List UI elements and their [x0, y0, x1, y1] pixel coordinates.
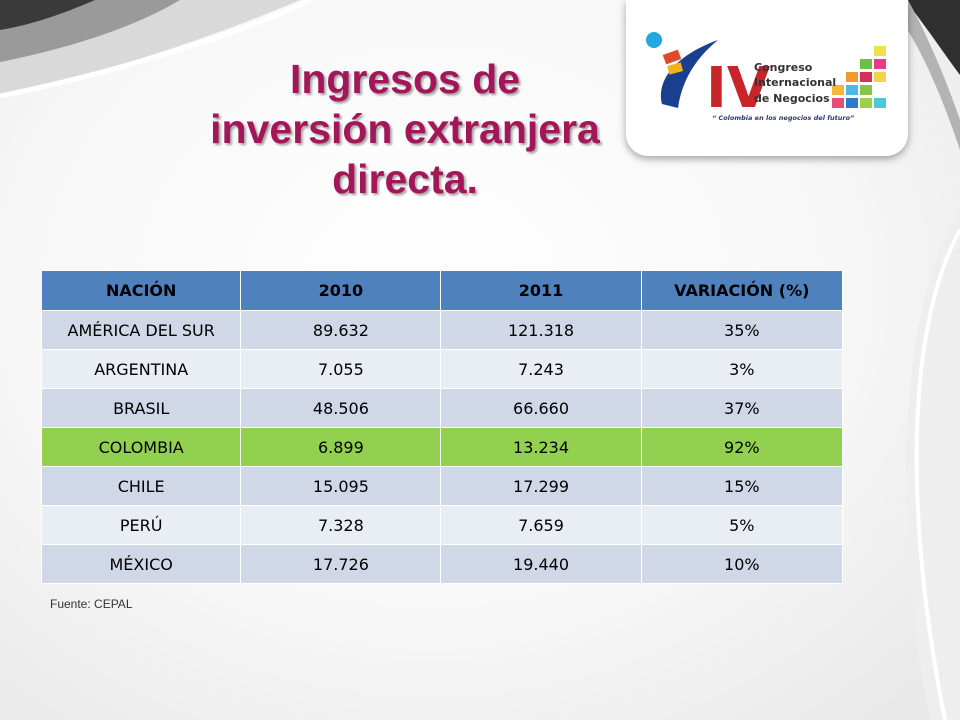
table-row: BRASIL 48.506 66.660 37% [40, 388, 844, 428]
logo-square [874, 98, 886, 108]
table-cell: 13.234 [440, 427, 642, 467]
title-line: Ingresos de [289, 56, 521, 102]
table-row-highlighted: COLOMBIA 6.899 13.234 92% [40, 427, 844, 467]
logo-motto: “ Colombia en los negocios del futuro” [712, 114, 855, 122]
table-cell: ARGENTINA [40, 349, 242, 389]
table-cell: 48.506 [240, 388, 442, 428]
table-cell: 7.328 [240, 505, 442, 545]
table-cell: PERÚ [40, 505, 242, 545]
swoosh-white-line [0, 0, 312, 99]
table-row: PERÚ 7.328 7.659 5% [40, 505, 844, 545]
logo-square [846, 98, 858, 108]
logo-text-line: Internacional [754, 76, 837, 89]
column-header: NACIÓN [40, 270, 242, 311]
table-row: MÉXICO 17.726 19.440 10% [40, 544, 844, 584]
source-note: Fuente: CEPAL [50, 597, 133, 611]
logo-text-line: Congreso [754, 61, 813, 74]
logo-dot-icon [646, 32, 662, 48]
table-cell: BRASIL [40, 388, 242, 428]
table-cell: 7.055 [240, 349, 442, 389]
congress-logo: IV Congreso Internacional de Negocios “ … [626, 0, 908, 156]
table-row: CHILE 15.095 17.299 15% [40, 466, 844, 506]
table-cell: 121.318 [440, 310, 642, 350]
table-cell: 37% [640, 388, 844, 428]
swoosh-right-light [900, 0, 960, 150]
table-cell: 92% [640, 427, 844, 467]
table-cell: CHILE [40, 466, 242, 506]
fdi-table: NACIÓN 2010 2011 VARIACIÓN (%) AMÉRICA D… [40, 270, 844, 584]
table-cell: 3% [640, 349, 844, 389]
table-cell: 5% [640, 505, 844, 545]
logo-square [860, 85, 872, 95]
congress-logo-graphic: IV [646, 32, 886, 121]
table-cell: 66.660 [440, 388, 642, 428]
logo-square [874, 72, 886, 82]
column-header: 2011 [440, 270, 642, 311]
table-cell: 15% [640, 466, 844, 506]
logo-book-icon [662, 49, 682, 65]
column-header: VARIACIÓN (%) [640, 270, 844, 311]
column-header: 2010 [240, 270, 442, 311]
table-row: ARGENTINA 7.055 7.243 3% [40, 349, 844, 389]
logo-square [832, 98, 844, 108]
table-cell: 15.095 [240, 466, 442, 506]
logo-square [832, 85, 844, 95]
swoosh-right-faint [906, 210, 960, 720]
table-cell: COLOMBIA [40, 427, 242, 467]
slide-title: Ingresos de inversión extranjera directa… [170, 54, 640, 204]
table-cell: 17.726 [240, 544, 442, 584]
logo-book-icon [667, 62, 684, 75]
swoosh-right-white-line [914, 229, 960, 720]
table-cell: 19.440 [440, 544, 642, 584]
logo-square [874, 59, 886, 69]
logo-square [846, 85, 858, 95]
table-cell: 89.632 [240, 310, 442, 350]
logo-numeral: IV [706, 56, 771, 121]
table-cell: 35% [640, 310, 844, 350]
table-cell: 7.659 [440, 505, 642, 545]
logo-square [860, 72, 872, 82]
logo-square [874, 46, 886, 56]
logo-square [860, 59, 872, 69]
title-line: inversión extranjera [210, 106, 600, 152]
logo-swoosh-icon [660, 40, 718, 108]
table-cell: 6.899 [240, 427, 442, 467]
table-header-row: NACIÓN 2010 2011 VARIACIÓN (%) [40, 270, 844, 311]
table-cell: AMÉRICA DEL SUR [40, 310, 242, 350]
table-row: AMÉRICA DEL SUR 89.632 121.318 35% [40, 310, 844, 350]
table-cell: 10% [640, 544, 844, 584]
logo-square [860, 98, 872, 108]
title-line: directa. [332, 156, 478, 202]
swoosh-band-dark [0, 0, 95, 30]
logo-text-line: de Negocios [754, 92, 830, 105]
swoosh-right-dark [905, 0, 960, 75]
table-cell: 7.243 [440, 349, 642, 389]
table-cell: 17.299 [440, 466, 642, 506]
logo-square [846, 72, 858, 82]
table-cell: MÉXICO [40, 544, 242, 584]
